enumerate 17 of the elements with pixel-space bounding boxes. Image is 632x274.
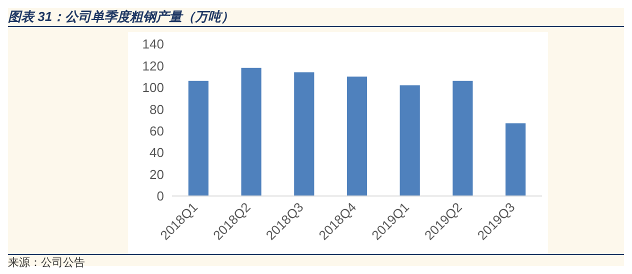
bar [400, 85, 420, 196]
y-tick-label: 80 [150, 102, 164, 117]
bar [346, 76, 368, 196]
y-tick-label: 120 [142, 58, 164, 74]
source-note: 来源：公司公告 [8, 254, 624, 270]
y-tick-label: 20 [150, 166, 164, 182]
y-tick-label: 140 [142, 36, 164, 52]
y-tick-label: 0 [156, 188, 164, 204]
y-tick-label: 60 [150, 123, 164, 138]
chart-title: 图表 31：公司单季度粗钢产量（万吨） [8, 8, 624, 27]
bar [241, 68, 262, 196]
bar [452, 80, 473, 196]
y-tick-label: 100 [142, 80, 164, 96]
bar [188, 80, 208, 196]
y-tick-label: 40 [150, 145, 164, 160]
bar [506, 123, 526, 196]
bar [294, 72, 314, 196]
